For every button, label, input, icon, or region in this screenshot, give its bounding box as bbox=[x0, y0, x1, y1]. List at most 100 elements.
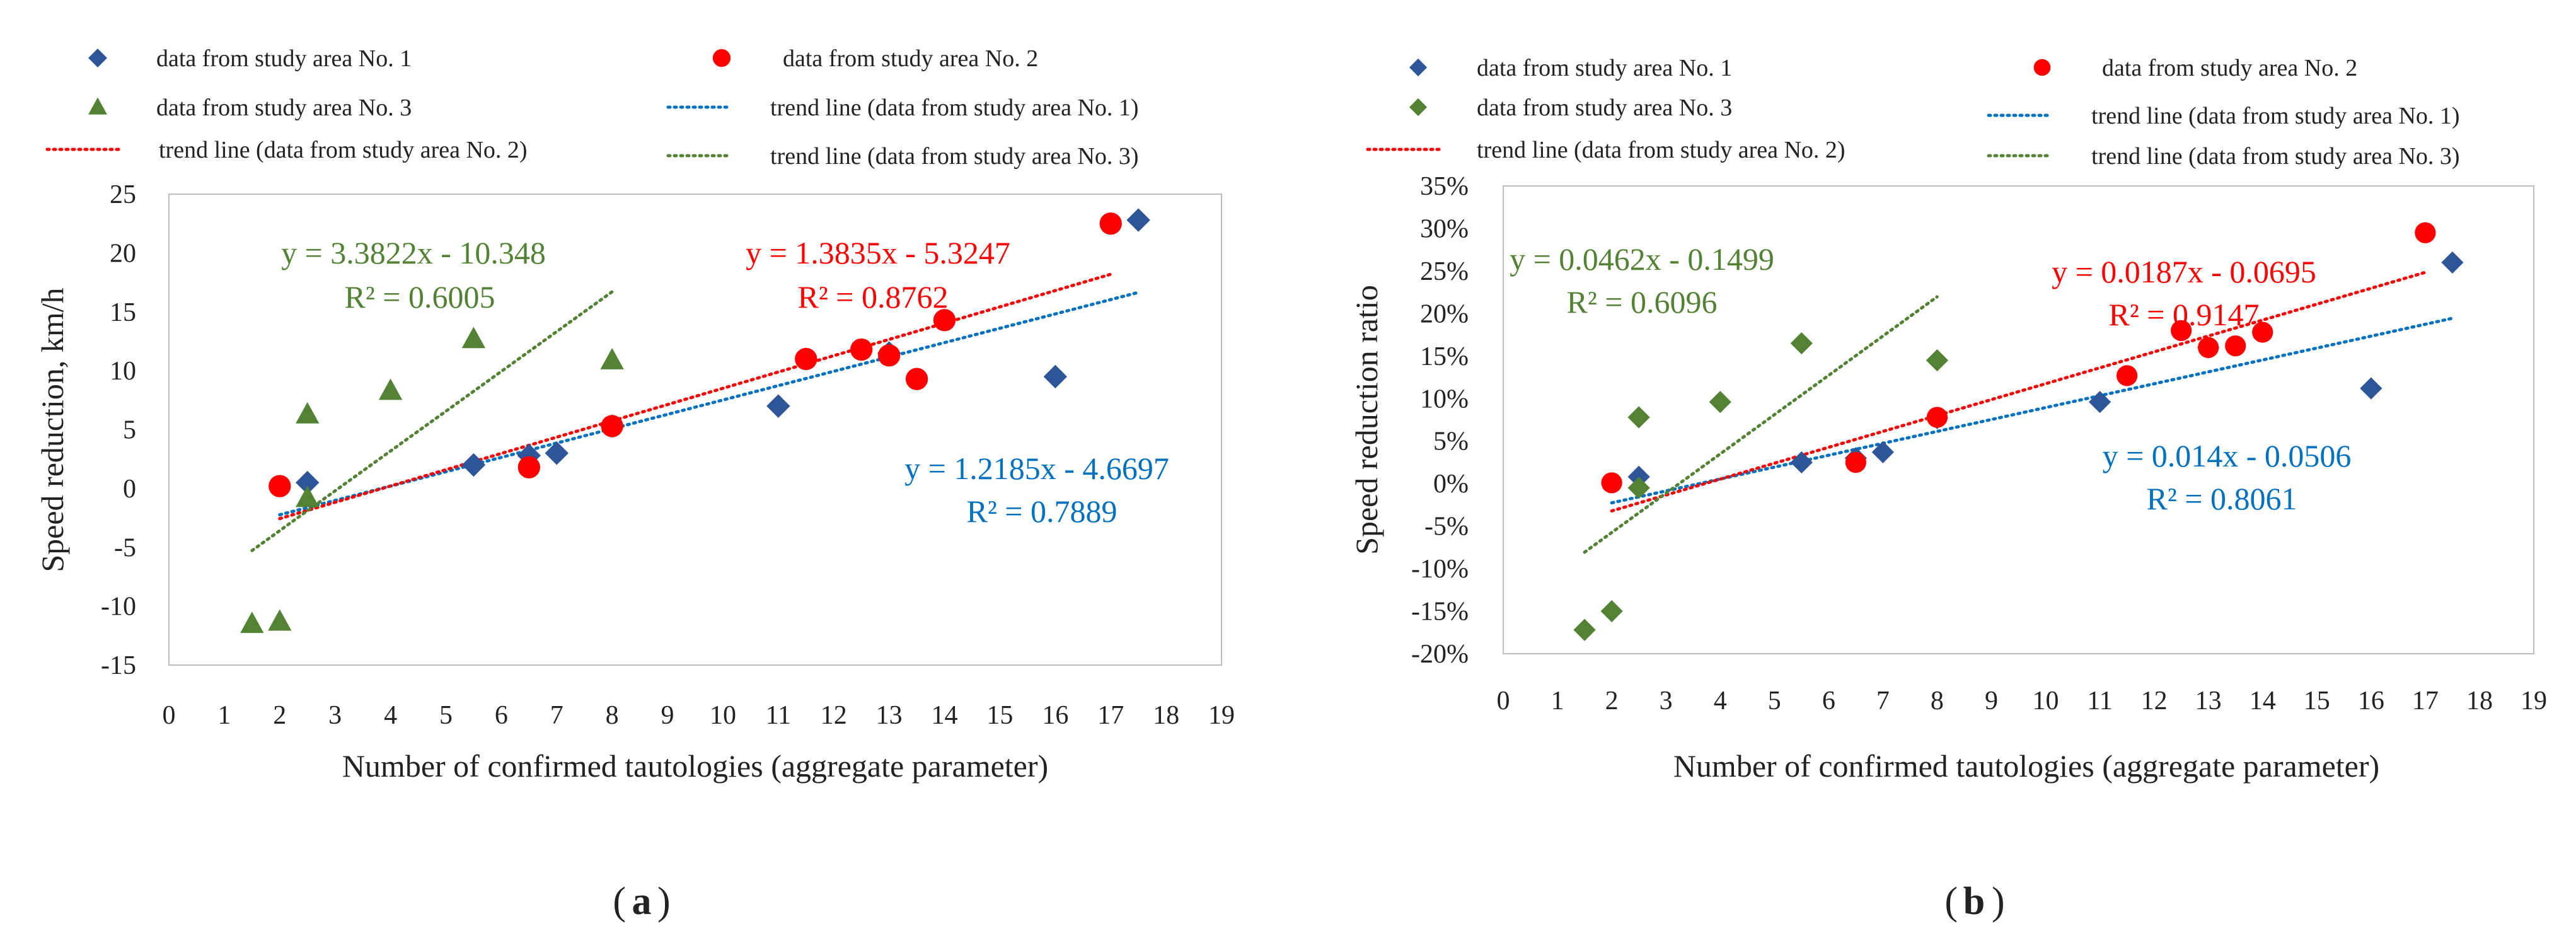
x-tick-label: 2 bbox=[1605, 686, 1619, 715]
trend-r2-label: R² = 0.7889 bbox=[966, 494, 1117, 529]
y-tick-label: -5% bbox=[1424, 513, 1469, 542]
data-point-series-2 bbox=[269, 475, 291, 497]
y-tick-label: -15 bbox=[101, 651, 136, 680]
data-point-series-3 bbox=[1573, 618, 1596, 641]
y-tick-label: 10% bbox=[1420, 385, 1469, 414]
legend-label: trend line (data from study area No. 3) bbox=[770, 143, 1139, 170]
trend-equation-label: y = 1.2185x - 4.6697 bbox=[904, 451, 1169, 486]
x-tick-label: 1 bbox=[217, 701, 231, 730]
data-point-series-2 bbox=[1601, 472, 1622, 494]
x-tick-label: 0 bbox=[1497, 686, 1510, 715]
data-point-series-3 bbox=[1627, 406, 1650, 429]
y-tick-label: -10 bbox=[101, 593, 136, 622]
data-point-series-3 bbox=[461, 327, 486, 349]
data-point-series-2 bbox=[795, 347, 817, 371]
chart-a-x-axis-title: Number of confirmed tautologies (aggrega… bbox=[342, 748, 1048, 784]
caption-a-letter: a bbox=[632, 880, 652, 923]
data-point-series-1 bbox=[766, 394, 790, 418]
data-point-series-2 bbox=[877, 344, 901, 367]
x-tick-label: 4 bbox=[1714, 686, 1727, 715]
data-point-series-3 bbox=[1709, 391, 1731, 414]
svg-text:(: ( bbox=[1944, 880, 1958, 923]
caption-a: ( a ) bbox=[613, 880, 670, 923]
data-point-series-2 bbox=[905, 368, 928, 390]
x-tick-label: 18 bbox=[2466, 686, 2493, 715]
chart-b-legend: data from study area No. 1 data from stud… bbox=[1366, 55, 2460, 170]
data-point-series-2 bbox=[2225, 335, 2246, 357]
caption-b-letter: b bbox=[1963, 880, 1985, 923]
legend-marker-series-1 bbox=[1409, 58, 1428, 77]
y-tick-label: 30% bbox=[1420, 214, 1469, 243]
trend-equation-label: y = 0.014x - 0.0506 bbox=[2103, 438, 2352, 473]
x-tick-label: 5 bbox=[439, 701, 453, 730]
y-tick-label: 15% bbox=[1420, 342, 1469, 371]
data-point-series-1 bbox=[2441, 251, 2464, 274]
data-point-series-2 bbox=[1845, 451, 1866, 473]
trendline-series-2 bbox=[1610, 270, 2427, 513]
x-tick-label: 12 bbox=[2141, 686, 2168, 715]
legend-label: trend line (data from study area No. 1) bbox=[770, 95, 1139, 121]
data-point-series-2 bbox=[517, 456, 540, 478]
data-point-series-2 bbox=[2171, 320, 2192, 341]
legend-marker-series-3 bbox=[1409, 98, 1428, 117]
x-tick-label: 6 bbox=[1822, 686, 1835, 715]
trend-equation-label: y = 0.0187x - 0.0695 bbox=[2052, 254, 2316, 289]
chart-b-plot-area bbox=[1503, 185, 2534, 654]
data-point-series-3 bbox=[1790, 332, 1813, 355]
x-tick-label: 1 bbox=[1551, 686, 1564, 715]
y-tick-label: 25% bbox=[1420, 257, 1469, 286]
x-tick-label: 13 bbox=[876, 701, 903, 730]
x-tick-label: 18 bbox=[1153, 701, 1179, 730]
legend-marker-series-1 bbox=[88, 49, 107, 67]
data-point-series-2 bbox=[2415, 222, 2436, 243]
legend-label: data from study area No. 3 bbox=[1477, 95, 1732, 121]
chart-a-axis-ticks: 0 1 2 3 4 5 6 7 8 9 10 11 12 13 14 15 16 17 18 19-15-10-505… bbox=[101, 180, 1235, 730]
chart-a-y-axis-title: Speed reduction, km/h bbox=[35, 287, 70, 572]
trendline-series-1 bbox=[1610, 316, 2454, 505]
trend-equation-label: y = 3.3822x - 10.348 bbox=[281, 235, 546, 270]
chart-a-data-marks bbox=[240, 208, 1150, 634]
chart-b-axis-ticks: 0 1 2 3 4 5 6 7 8 9 10 11 12 13 14 15 16 17 18 19-20%-15%-1… bbox=[1411, 172, 2547, 715]
trend-r2-label: R² = 0.6096 bbox=[1566, 284, 1717, 320]
x-tick-label: 8 bbox=[606, 701, 619, 730]
data-point-series-3 bbox=[240, 611, 264, 634]
legend-label: data from study area No. 1 bbox=[156, 45, 412, 72]
x-tick-label: 3 bbox=[1660, 686, 1673, 715]
data-point-series-2 bbox=[2198, 337, 2219, 358]
data-point-series-3 bbox=[296, 402, 320, 424]
chart-a: 0 1 2 3 4 5 6 7 8 9 10 11 12 13 14 15 16 17 18 19-15-10-505… bbox=[35, 45, 1235, 784]
legend-label: trend line (data from study area No. 1) bbox=[2091, 103, 2460, 129]
data-point-series-2 bbox=[2116, 365, 2138, 386]
y-tick-label: -15% bbox=[1411, 598, 1469, 627]
data-point-series-3 bbox=[1600, 600, 1623, 623]
trendline-series-3 bbox=[250, 290, 614, 552]
data-point-series-1 bbox=[296, 470, 320, 495]
y-tick-label: 5 bbox=[123, 416, 136, 445]
x-tick-label: 19 bbox=[2521, 686, 2547, 715]
y-tick-label: -5 bbox=[114, 533, 136, 562]
x-tick-label: 4 bbox=[384, 701, 397, 730]
data-point-series-2 bbox=[1099, 212, 1122, 235]
x-tick-label: 0 bbox=[163, 701, 176, 730]
y-tick-label: 25 bbox=[110, 180, 136, 209]
y-tick-label: 35% bbox=[1420, 172, 1469, 201]
x-tick-label: 15 bbox=[2304, 686, 2330, 715]
y-tick-label: 0 bbox=[123, 475, 136, 504]
data-point-series-1 bbox=[1871, 441, 1894, 463]
data-point-series-1 bbox=[461, 453, 486, 477]
x-tick-label: 14 bbox=[2250, 686, 2276, 715]
x-tick-label: 19 bbox=[1208, 701, 1235, 730]
y-tick-label: 10 bbox=[110, 357, 136, 386]
chart-a-legend: data from study area No. 1 data from stud… bbox=[45, 45, 1139, 170]
x-tick-label: 11 bbox=[766, 701, 791, 730]
legend-marker-series-3 bbox=[88, 97, 107, 115]
caption-b: ( b ) bbox=[1944, 880, 2004, 923]
y-tick-label: 0% bbox=[1433, 470, 1469, 499]
x-tick-label: 9 bbox=[1985, 686, 1998, 715]
chart-b-x-axis-title: Number of confirmed tautologies (aggrega… bbox=[1673, 748, 2379, 784]
x-tick-label: 7 bbox=[550, 701, 563, 730]
trend-r2-label: R² = 0.6005 bbox=[344, 279, 495, 315]
x-tick-label: 17 bbox=[1097, 701, 1124, 730]
chart-b-trendlines bbox=[1583, 270, 2454, 554]
